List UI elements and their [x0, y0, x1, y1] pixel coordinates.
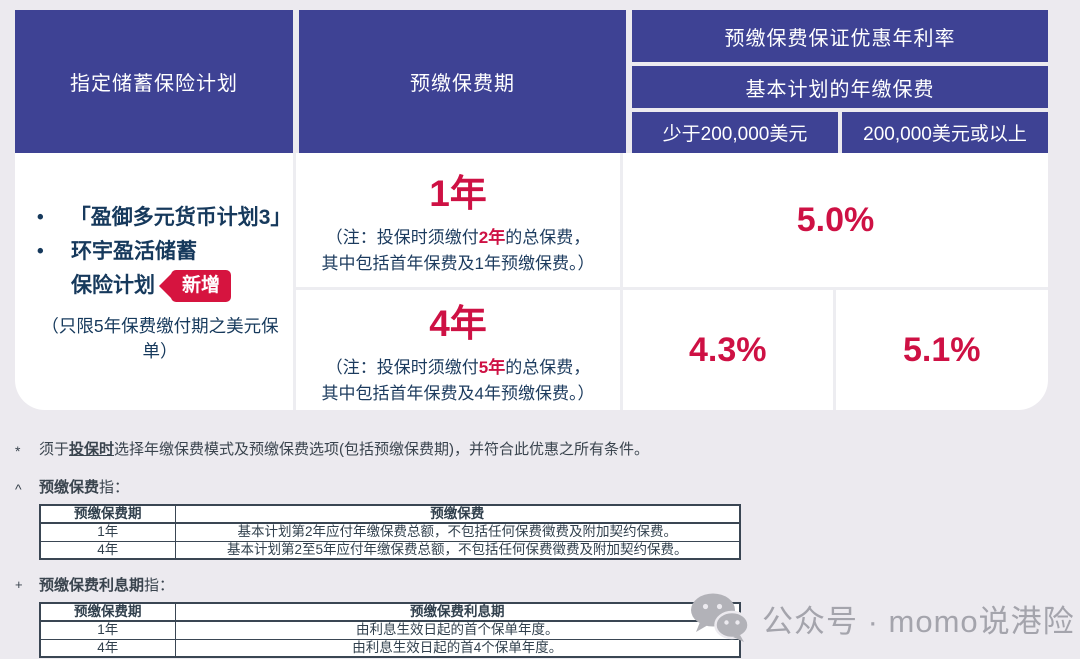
table-row: 4年 由利息生效日起的首4个保单年度。 — [39, 638, 741, 658]
note-line2: 其中包括首年保费及4年预缴保费。） — [321, 384, 595, 403]
rate-4yr-tier1-value: 4.3% — [689, 330, 767, 369]
prepaid-premium-table: 预缴保费期 预缴保费 1年 基本计划第2年应付年缴保费总额，不包括任何保费徵费及… — [39, 504, 741, 560]
rate-cell-1yr-all: 5.0% — [623, 153, 1048, 290]
header-rate-subtitle: 基本计划的年缴保费 — [632, 66, 1048, 108]
note-line2: 其中包括首年保费及1年预缴保费。） — [321, 254, 595, 273]
footnote-caret-marker: ^ — [15, 481, 22, 497]
header-tier2: 200,000美元或以上 — [842, 112, 1048, 153]
bullet-icon: • — [37, 240, 44, 262]
header-rate-group: 预缴保费保证优惠年利率 基本计划的年缴保费 少于200,000美元 200,00… — [632, 10, 1048, 153]
table-header-row: 预缴保费期 预缴保费利息期 — [39, 602, 741, 622]
note-red-text: 2年 — [478, 228, 506, 247]
cell-period: 1年 — [39, 522, 176, 542]
cell-interest-period: 由利息生效日起的首个保单年度。 — [174, 620, 741, 640]
period-4yr-note: （注：投保时须缴付5年的总保费， 其中包括首年保费及4年预缴保费。） — [322, 355, 595, 407]
plan-restriction: （只限5年保费缴付期之美元保单） — [41, 315, 279, 361]
wechat-icon — [691, 593, 750, 642]
col-header-premium: 预缴保费 — [174, 504, 741, 524]
period-1yr-value: 1年 — [429, 173, 487, 214]
footnote-plus: + 预缴保费利息期指： — [15, 576, 1065, 597]
note-text: 的总保费， — [505, 228, 591, 247]
bullet-icon: • — [37, 206, 44, 228]
footnote-emphasis: 投保时 — [69, 441, 115, 458]
footnote-title: 预缴保费利息期 — [39, 577, 145, 594]
interest-period-table: 预缴保费期 预缴保费利息期 1年 由利息生效日起的首个保单年度。 4年 由利息生… — [39, 602, 741, 658]
table-row: 1年 基本计划第2年应付年缴保费总额，不包括任何保费徵费及附加契约保费。 — [39, 522, 741, 542]
note-text: （注：投保时须缴付 — [325, 228, 479, 247]
plan-name-1: 「盈御多元货币计划3」 — [69, 205, 292, 229]
note-line1: （注：投保时须缴付5年的总保费， — [322, 355, 595, 381]
header-tier1: 少于200,000美元 — [632, 112, 838, 153]
rate-4yr-tier2-value: 5.1% — [903, 330, 981, 369]
rate-cell-4yr-tier1: 4.3% — [623, 290, 836, 410]
watermark: 公众号 · momo说港险 — [688, 592, 1075, 644]
footnote-caret-text: 预缴保费指： — [39, 478, 129, 499]
period-cell-1yr: 1年 （注：投保时须缴付2年的总保费， 其中包括首年保费及1年预缴保费。） — [296, 153, 623, 290]
cell-period: 4年 — [39, 540, 176, 560]
rate-1yr-value: 5.0% — [796, 200, 875, 239]
header-plan-column: 指定储蓄保险计划 — [15, 10, 293, 153]
header-period-label: 预缴保费期 — [410, 73, 515, 95]
footnote-plus-text: 预缴保费利息期指： — [39, 576, 174, 597]
header-period-column: 预缴保费期 — [299, 10, 626, 153]
footnote-star-text: 须于投保时选择年缴保费模式及预缴保费选项(包括预缴保费期)，并符合此优惠之所有条… — [39, 440, 649, 461]
rate-table: 指定储蓄保险计划 预缴保费期 预缴保费保证优惠年利率 基本计划的年缴保费 少于2… — [15, 10, 1048, 410]
footnote-text: 须于 — [39, 441, 70, 458]
cell-premium: 基本计划第2至5年应付年缴保费总额，不包括任何保费徵费及附加契约保费。 — [174, 540, 741, 560]
footnote-text: 指： — [144, 577, 175, 594]
col-header-period: 预缴保费期 — [39, 504, 176, 524]
note-text: （注：投保时须缴付 — [325, 358, 479, 377]
header-rate-title: 预缴保费保证优惠年利率 — [632, 10, 1048, 62]
footnote-text: 指： — [99, 479, 130, 496]
col-header-interest-period: 预缴保费利息期 — [174, 602, 741, 622]
table-row: 4年 基本计划第2至5年应付年缴保费总额，不包括任何保费徵费及附加契约保费。 — [39, 540, 741, 560]
plan-cell: • 「盈御多元货币计划3」 • 环宇盈活储蓄 保险计划 新增 （只限5年保费缴付… — [15, 153, 296, 410]
plan-bullet-2-cont: 保险计划 新增 — [37, 269, 283, 303]
table-row: 1年 由利息生效日起的首个保单年度。 — [39, 620, 741, 640]
plan-name-2-line2: 保险计划 — [71, 273, 155, 297]
note-line1: （注：投保时须缴付2年的总保费， — [322, 225, 595, 251]
plan-bullet-2: • 环宇盈活储蓄 — [37, 235, 283, 269]
footnote-caret: ^ 预缴保费指： — [15, 478, 1065, 499]
cell-period: 4年 — [39, 638, 176, 658]
period-1yr-note: （注：投保时须缴付2年的总保费， 其中包括首年保费及1年预缴保费。） — [322, 225, 595, 277]
note-red-text: 5年 — [478, 358, 506, 377]
col-header-period: 预缴保费期 — [39, 602, 176, 622]
note-text: 的总保费， — [505, 358, 591, 377]
watermark-text: 公众号 · momo说港险 — [762, 603, 1075, 639]
cell-premium: 基本计划第2年应付年缴保费总额，不包括任何保费徵费及附加契约保费。 — [174, 522, 741, 542]
rate-cell-4yr-tier2: 5.1% — [836, 290, 1049, 410]
plan-bullet-1: • 「盈御多元货币计划3」 — [37, 201, 292, 235]
rate-table-body: • 「盈御多元货币计划3」 • 环宇盈活储蓄 保险计划 新增 （只限5年保费缴付… — [15, 153, 1048, 410]
plan-name-2-line1: 环宇盈活储蓄 — [71, 239, 197, 263]
cell-period: 1年 — [39, 620, 176, 640]
footnote-plus-marker: + — [15, 577, 23, 592]
footnote-text: 选择年缴保费模式及预缴保费选项(包括预缴保费期)，并符合此优惠之所有条件。 — [114, 441, 650, 458]
footnotes: * 须于投保时选择年缴保费模式及预缴保费选项(包括预缴保费期)，并符合此优惠之所… — [15, 440, 1065, 658]
new-badge: 新增 — [171, 269, 232, 302]
footnote-title: 预缴保费 — [39, 479, 100, 496]
period-cell-4yr: 4年 （注：投保时须缴付5年的总保费， 其中包括首年保费及4年预缴保费。） — [296, 290, 623, 410]
cell-interest-period: 由利息生效日起的首4个保单年度。 — [174, 638, 741, 658]
rate-table-header: 指定储蓄保险计划 预缴保费期 预缴保费保证优惠年利率 基本计划的年缴保费 少于2… — [15, 10, 1048, 153]
footnote-star-marker: * — [15, 443, 21, 459]
period-4yr-value: 4年 — [429, 303, 487, 344]
header-plan-label: 指定储蓄保险计划 — [70, 73, 238, 95]
footnote-star: * 须于投保时选择年缴保费模式及预缴保费选项(包括预缴保费期)，并符合此优惠之所… — [15, 440, 1065, 461]
table-header-row: 预缴保费期 预缴保费 — [39, 504, 741, 524]
header-tier-row: 少于200,000美元 200,000美元或以上 — [632, 112, 1048, 153]
